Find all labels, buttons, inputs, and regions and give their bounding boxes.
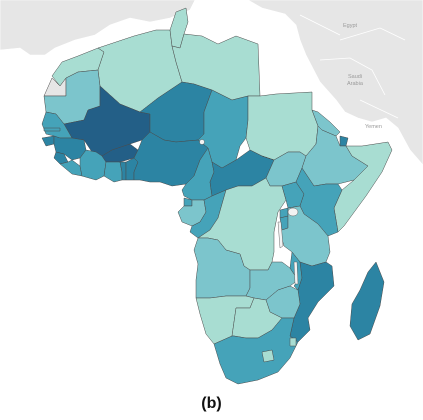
label-arabia: Arabia xyxy=(347,81,364,87)
region-gambia xyxy=(43,127,61,132)
lake-chad xyxy=(199,139,205,145)
arabia-borders xyxy=(299,14,406,119)
background-land: Egypt Saudi Arabia Yemen xyxy=(0,0,423,166)
region-lesotho xyxy=(261,349,275,363)
region-madagascar xyxy=(349,261,385,341)
africa-regions xyxy=(41,7,393,385)
lake-victoria xyxy=(287,207,299,217)
region-eswatini xyxy=(289,337,297,347)
region-south-africa xyxy=(213,317,299,385)
lake-malawi xyxy=(293,261,299,285)
region-sudan xyxy=(245,91,319,161)
label-yemen: Yemen xyxy=(365,124,382,130)
map-canvas: Egypt Saudi Arabia Yemen xyxy=(0,0,423,385)
region-somalia xyxy=(333,141,393,233)
lake-tanganyika xyxy=(277,221,284,249)
lakes xyxy=(199,139,299,285)
figure-caption: (b) xyxy=(201,395,222,412)
label-saudi-arabia: Saudi Arabia xyxy=(347,74,364,87)
region-ghana xyxy=(103,161,123,183)
region-guinea-bissau xyxy=(41,135,55,147)
middle-east-land xyxy=(247,0,423,166)
region-togo xyxy=(119,161,127,181)
label-egypt: Egypt xyxy=(343,23,358,29)
label-saudi: Saudi xyxy=(348,74,362,80)
region-djibouti xyxy=(339,135,349,147)
